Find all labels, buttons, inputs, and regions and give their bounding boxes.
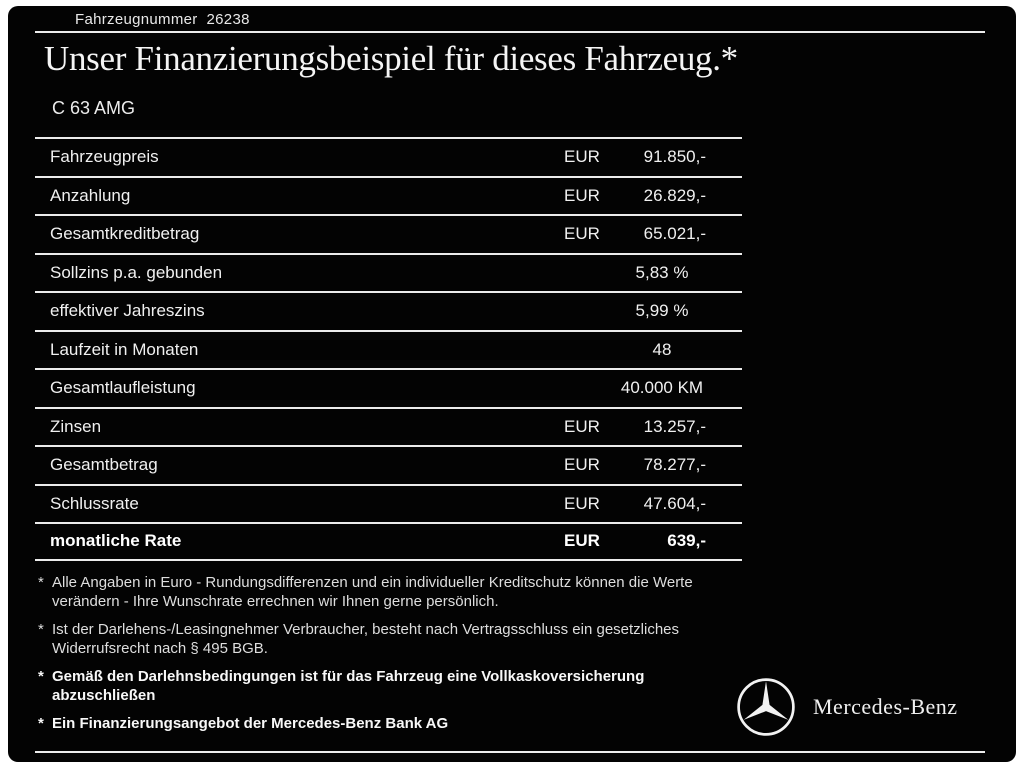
currency-label: EUR [564,531,600,551]
row-label: Gesamtbetrag [50,455,158,475]
row-value: 40.000 KM [620,378,704,398]
table-row: Laufzeit in Monaten 48 [35,329,742,369]
table-row: effektiver Jahreszins 5,99 % [35,291,742,330]
currency-label: EUR [564,416,600,436]
row-value: 48 [652,339,672,359]
table-row: Gesamtbetrag EUR 78.277,- [35,445,742,484]
finance-sheet: Fahrzeugnummer 26238 Unser Finanzierungs… [8,6,1016,762]
row-label: Zinsen [50,416,102,436]
table-row: Gesamtkreditbetrag EUR 65.021,- [35,214,742,253]
brand-area: Mercedes-Benz [735,676,958,738]
footnotes: * Alle Angaben in Euro - Rundungsdifferen… [38,573,738,742]
row-value: EUR 13.257,- [552,417,742,437]
asterisk: * [38,668,44,685]
row-label: monatliche Rate [50,531,182,551]
row-label: Schlussrate [50,493,139,513]
row-value: 5,99 % [635,301,689,321]
asterisk: * [38,621,44,638]
row-value: EUR 639,- [552,531,742,551]
vehicle-number: Fahrzeugnummer 26238 [75,11,250,28]
row-value: EUR 26.829,- [552,186,742,206]
row-value: EUR 65.021,- [552,224,742,244]
table-row: Anzahlung EUR 26.829,- [35,175,742,215]
table-row: Fahrzeugpreis EUR 91.850,- [35,137,742,176]
row-label: Fahrzeugpreis [50,147,159,167]
currency-label: EUR [564,455,600,475]
row-value: EUR 47.604,- [552,494,742,514]
finance-table: Fahrzeugpreis EUR 91.850,- Anzahlung EUR 26.8… [35,137,742,561]
currency-label: EUR [564,224,600,244]
currency-label: EUR [564,147,600,167]
row-label: Gesamtkreditbetrag [50,224,200,244]
footnote-text: Ist der Darlehens-/Leasingnehmer Verbrau… [52,621,680,657]
amount: 26.829,- [643,185,706,205]
mercedes-star-icon [737,678,795,736]
table-row: monatliche Rate EUR 639,- [35,522,742,561]
footnote-text: Alle Angaben in Euro - Rundungsdifferenz… [52,574,693,610]
table-row: Schlussrate EUR 47.604,- [35,483,742,523]
row-label: Sollzins p.a. gebunden [50,262,223,282]
amount: 639,- [667,531,706,551]
footnote: * Ein Finanzierungsangebot der Mercedes-B… [38,714,738,733]
row-label: Laufzeit in Monaten [50,339,199,359]
vehicle-model: C 63 AMG [52,98,136,118]
table-row: Sollzins p.a. gebunden 5,83 % [35,252,742,292]
brand-wordmark: Mercedes-Benz [813,694,958,719]
row-label: Gesamtlaufleistung [50,378,196,398]
amount: 47.604,- [643,493,706,513]
currency-label: EUR [564,185,600,205]
amount: 65.021,- [643,224,706,244]
asterisk: * [38,715,44,732]
row-value: 5,83 % [635,262,689,282]
footnote: * Alle Angaben in Euro - Rundungsdifferen… [38,573,738,611]
table-row: Gesamtlaufleistung 40.000 KM [35,368,742,407]
row-value: EUR 78.277,- [552,455,742,475]
row-label: effektiver Jahreszins [50,301,205,321]
row-label: Anzahlung [50,185,131,205]
top-divider [35,31,985,33]
row-value: EUR 91.850,- [552,147,742,167]
footnote-text: Ein Finanzierungsangebot der Mercedes-Be… [52,715,449,732]
asterisk: * [38,574,44,591]
amount: 91.850,- [643,147,706,167]
footnote: * Ist der Darlehens-/Leasingnehmer Verbra… [38,620,738,658]
footnote-text: Gemäß den Darlehnsbedingungen ist für da… [52,668,645,704]
currency-label: EUR [564,493,600,513]
bottom-divider [35,751,985,753]
footnote: * Gemäß den Darlehnsbedingungen ist für d… [38,667,738,705]
amount: 13.257,- [643,416,706,436]
table-row: Zinsen EUR 13.257,- [35,406,742,446]
amount: 78.277,- [643,455,706,475]
page-title: Unser Finanzierungsbeispiel für dieses F… [44,39,738,78]
